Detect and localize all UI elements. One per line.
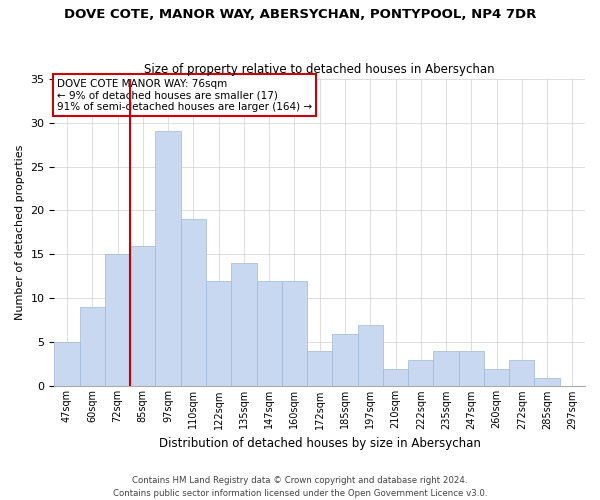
- Bar: [307, 351, 332, 386]
- Bar: [358, 325, 383, 386]
- Bar: [535, 378, 560, 386]
- Bar: [484, 369, 509, 386]
- Bar: [130, 246, 155, 386]
- Title: Size of property relative to detached houses in Abersychan: Size of property relative to detached ho…: [145, 63, 495, 76]
- Bar: [231, 264, 257, 386]
- Bar: [80, 307, 105, 386]
- Bar: [155, 132, 181, 386]
- Bar: [105, 254, 130, 386]
- Bar: [408, 360, 433, 386]
- Bar: [181, 220, 206, 386]
- Bar: [206, 281, 231, 386]
- Text: DOVE COTE, MANOR WAY, ABERSYCHAN, PONTYPOOL, NP4 7DR: DOVE COTE, MANOR WAY, ABERSYCHAN, PONTYP…: [64, 8, 536, 20]
- Bar: [383, 369, 408, 386]
- Bar: [332, 334, 358, 386]
- Bar: [282, 281, 307, 386]
- Bar: [55, 342, 80, 386]
- Y-axis label: Number of detached properties: Number of detached properties: [15, 145, 25, 320]
- Text: Contains HM Land Registry data © Crown copyright and database right 2024.
Contai: Contains HM Land Registry data © Crown c…: [113, 476, 487, 498]
- Bar: [433, 351, 458, 386]
- Bar: [257, 281, 282, 386]
- Text: DOVE COTE MANOR WAY: 76sqm
← 9% of detached houses are smaller (17)
91% of semi-: DOVE COTE MANOR WAY: 76sqm ← 9% of detac…: [57, 78, 312, 112]
- X-axis label: Distribution of detached houses by size in Abersychan: Distribution of detached houses by size …: [159, 437, 481, 450]
- Bar: [509, 360, 535, 386]
- Bar: [458, 351, 484, 386]
